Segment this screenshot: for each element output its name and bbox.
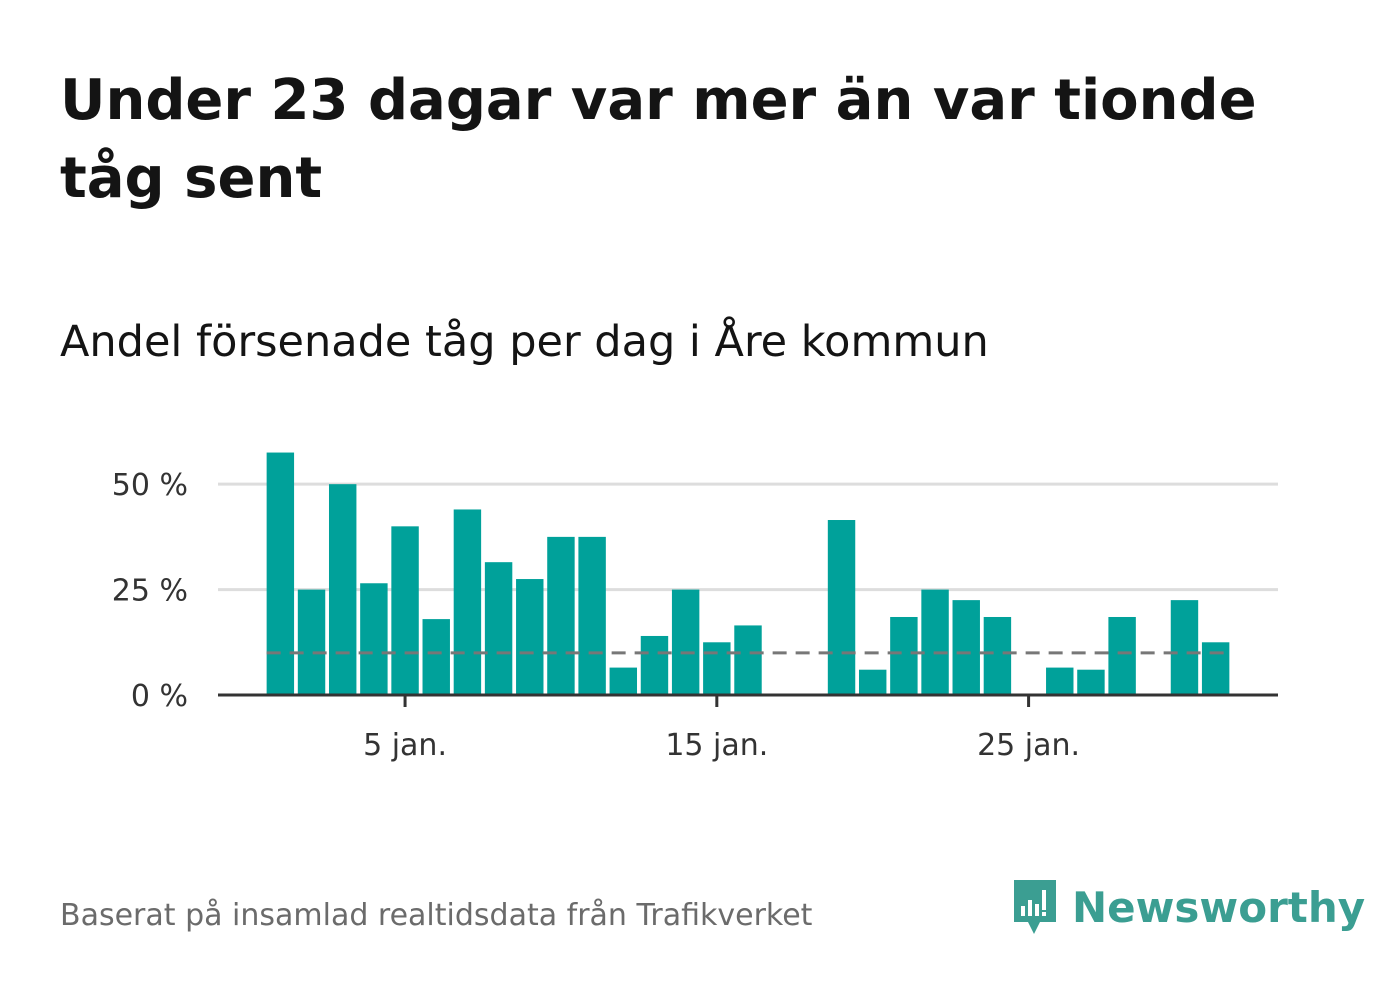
bar <box>1077 669 1105 695</box>
brand-name: Newsworthy <box>1072 882 1366 932</box>
bar <box>516 579 544 695</box>
x-tick-label: 15 jan. <box>665 728 768 763</box>
bar <box>827 520 856 695</box>
bar <box>453 509 482 695</box>
bar <box>734 625 762 695</box>
x-tick-label: 5 jan. <box>363 728 447 763</box>
bar <box>703 642 731 695</box>
chart-title: Under 23 dagar var mer än var tionde tåg… <box>60 68 1257 211</box>
gridlines <box>218 482 1278 592</box>
bar <box>1108 616 1136 695</box>
bar <box>266 452 295 695</box>
axes: 0 % 25 % 50 % 5 jan. 15 jan. 25 jan. <box>112 468 1278 763</box>
bar <box>391 526 419 695</box>
bar <box>1046 667 1074 695</box>
newsworthy-logo-icon <box>1014 880 1056 934</box>
bar <box>422 619 450 695</box>
bar-chart: 0 % 25 % 50 % 5 jan. 15 jan. 25 jan. <box>112 452 1278 763</box>
chart-subtitle: Andel försenade tåg per dag i Åre kommun <box>60 317 989 367</box>
bar <box>609 667 638 695</box>
bar <box>890 616 918 695</box>
y-tick-label: 50 % <box>112 468 188 503</box>
x-tick-label: 25 jan. <box>977 728 1080 763</box>
bar <box>360 583 388 695</box>
bar <box>578 536 606 695</box>
bar <box>921 589 949 695</box>
bar <box>1170 600 1199 695</box>
y-tick-label: 0 % <box>131 679 188 714</box>
y-tick-label: 25 % <box>112 574 188 609</box>
bar <box>328 484 357 695</box>
bar <box>858 669 887 695</box>
bars <box>266 452 1230 695</box>
source-note: Baserat på insamlad realtidsdata från Tr… <box>60 898 813 933</box>
bar <box>547 536 575 695</box>
bar <box>297 589 326 695</box>
brand-logo: Newsworthy <box>1010 876 1365 938</box>
bar <box>1201 642 1230 695</box>
bar <box>640 635 669 695</box>
bar <box>952 600 980 695</box>
bar <box>484 562 513 695</box>
bar <box>671 589 700 695</box>
bar <box>983 616 1012 695</box>
